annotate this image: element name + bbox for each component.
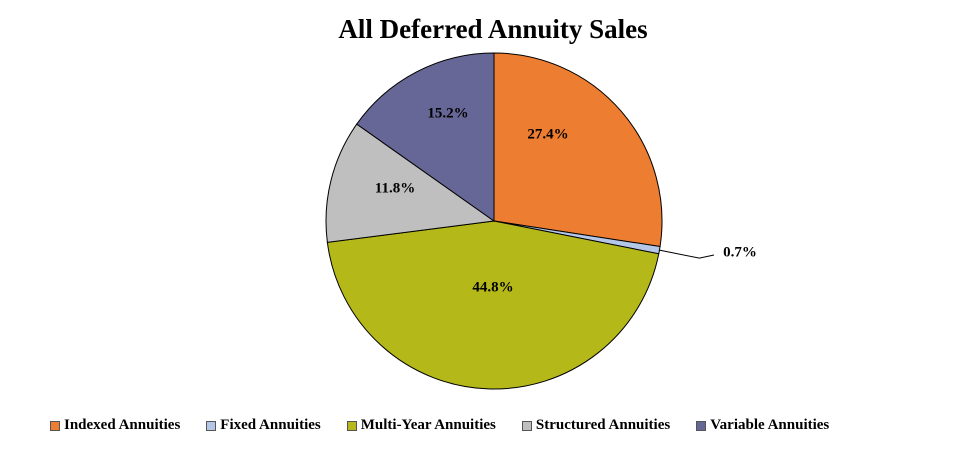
pie-slice-structured-annuities xyxy=(325,123,496,243)
legend-item-fixed-annuities: Fixed Annuities xyxy=(206,417,321,434)
legend-label: Fixed Annuities xyxy=(220,417,321,433)
legend-item-indexed-annuities: Indexed Annuities xyxy=(50,417,180,434)
chart-title: All Deferred Annuity Sales xyxy=(338,14,648,44)
data-label-multi-year-annuities: 44.8% xyxy=(472,279,513,295)
legend-swatch xyxy=(50,420,60,431)
legend-swatch xyxy=(521,420,532,431)
legend-label: Multi-Year Annuities xyxy=(360,417,496,433)
legend-swatch xyxy=(206,420,217,431)
legend-label: Structured Annuities xyxy=(535,417,671,433)
legend-label: Variable Annuities xyxy=(710,417,830,433)
legend-item-multi-year-annuities: Multi-Year Annuities xyxy=(346,417,496,434)
data-label-structured-annuities: 11.8% xyxy=(375,180,415,196)
pie-slice-indexed-annuities xyxy=(493,52,663,248)
legend-swatch xyxy=(696,420,707,431)
legend-item-variable-annuities: Variable Annuities xyxy=(696,417,829,434)
pie-slice-multi-year-annuities xyxy=(326,220,660,390)
leader-line-fixed-annuities xyxy=(659,249,715,259)
data-label-variable-annuities: 15.2% xyxy=(427,105,468,121)
legend: Indexed Annuities Fixed Annuities Multi-Ye… xyxy=(50,417,950,434)
legend-item-structured-annuities: Structured Annuities xyxy=(521,417,671,434)
legend-label: Indexed Annuities xyxy=(64,417,181,433)
data-label-fixed-annuities: 0.7% xyxy=(723,244,757,260)
pie-slice-variable-annuities xyxy=(356,52,495,222)
data-label-indexed-annuities: 27.4% xyxy=(527,126,568,142)
legend-swatch xyxy=(346,420,357,431)
